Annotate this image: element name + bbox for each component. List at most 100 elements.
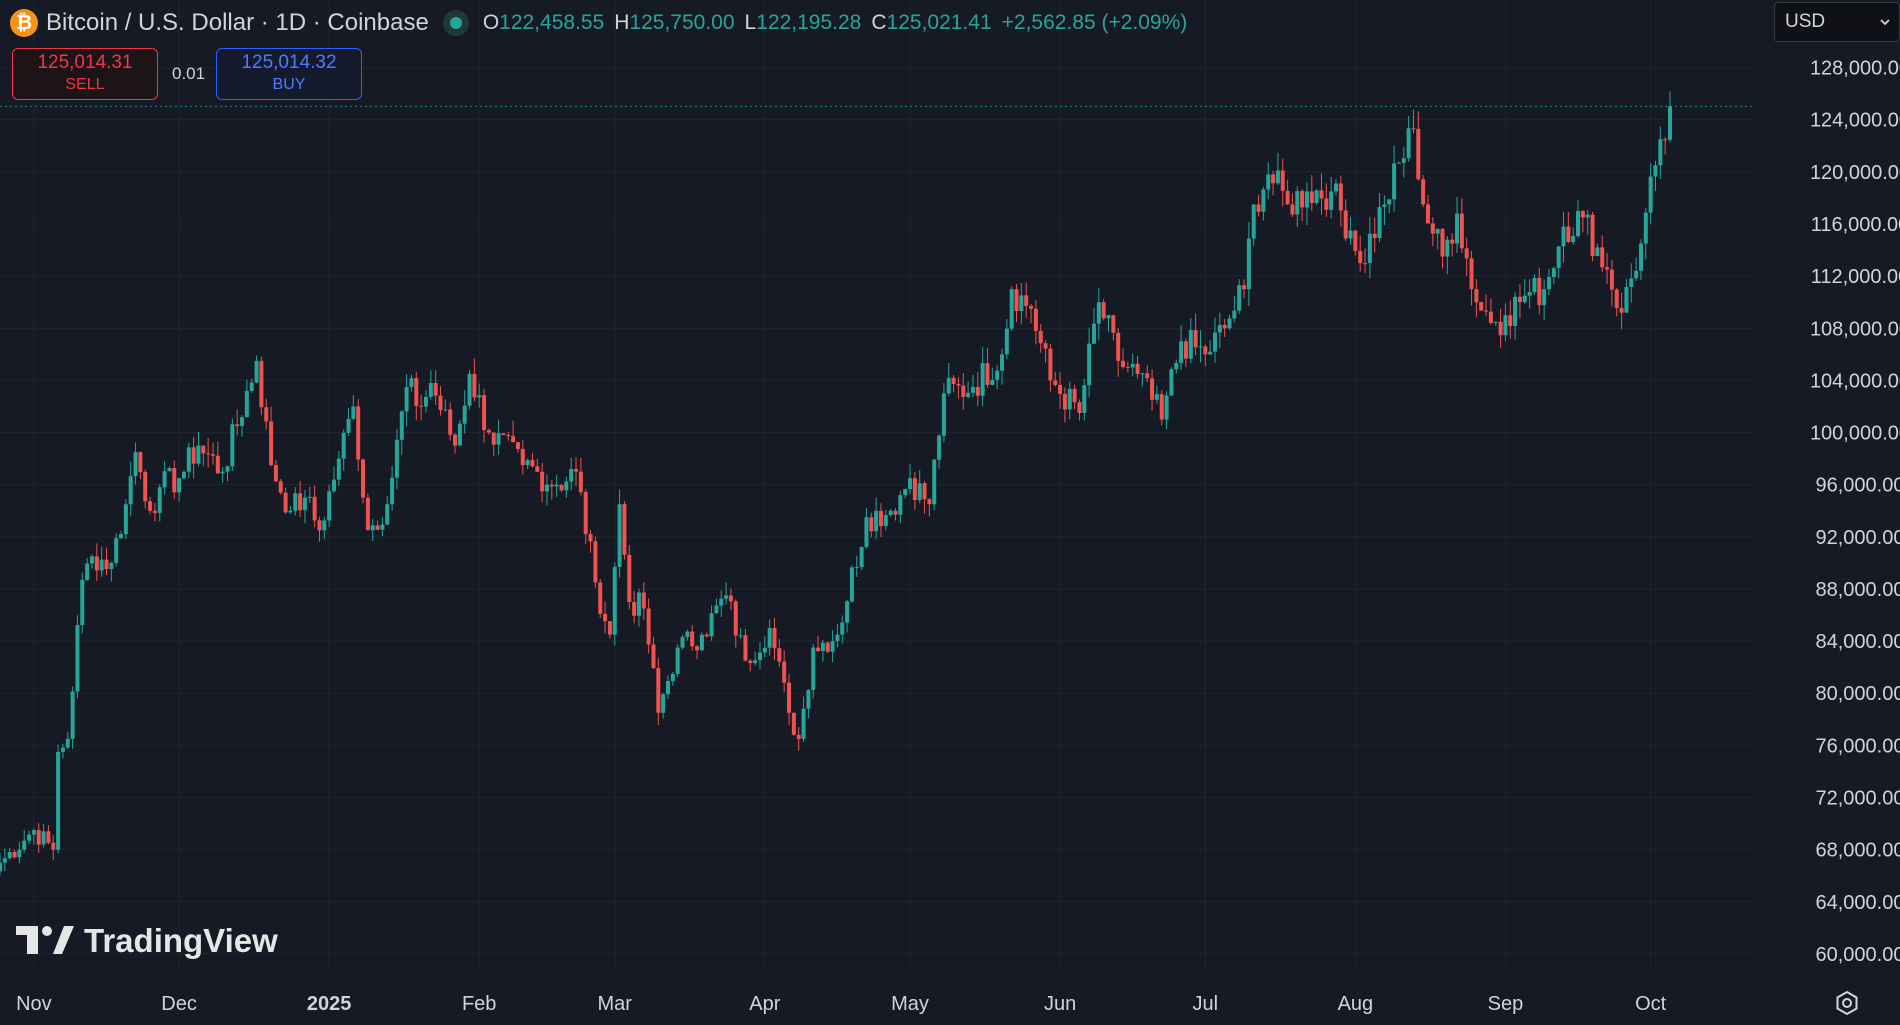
candle xyxy=(1314,189,1319,205)
candle-body xyxy=(419,405,424,407)
candle xyxy=(1067,382,1072,420)
candle-body xyxy=(191,447,196,464)
candle-body xyxy=(1614,289,1619,308)
candle xyxy=(41,823,46,848)
candle xyxy=(980,347,985,407)
candle-body xyxy=(767,628,772,648)
candle xyxy=(1004,319,1009,360)
candle xyxy=(1556,246,1561,279)
candle-body xyxy=(583,492,588,535)
change-value: +2,562.85 (+2.09%) xyxy=(1001,11,1188,34)
candle-body xyxy=(564,481,569,491)
candle xyxy=(1561,211,1566,263)
price-tick-label: 128,000.00 xyxy=(1810,58,1900,80)
candle-body xyxy=(385,504,390,525)
candle-body xyxy=(1004,328,1009,355)
candle-body xyxy=(7,852,12,859)
candle-body xyxy=(423,396,428,407)
candle-body xyxy=(1619,307,1624,313)
time-tick-label: Oct xyxy=(1635,993,1667,1015)
candle xyxy=(1048,343,1053,392)
candle xyxy=(1343,199,1348,241)
candle xyxy=(80,572,85,634)
tradingview-logo-icon xyxy=(16,926,74,954)
candle-body xyxy=(317,520,322,531)
candle xyxy=(1580,209,1585,233)
candle xyxy=(288,505,293,514)
candle xyxy=(1033,300,1038,345)
candle xyxy=(1256,194,1261,217)
candle-body xyxy=(1484,310,1489,312)
candle-body xyxy=(1532,277,1537,293)
candle xyxy=(1629,263,1634,303)
candle-body xyxy=(472,373,477,398)
candle xyxy=(230,418,235,471)
candle xyxy=(743,628,748,662)
price-axis[interactable]: 128,000.00 124,000.00 120,000.00 116,000.00… xyxy=(1810,58,1900,966)
candle-body xyxy=(133,452,138,477)
candle-body xyxy=(806,689,811,709)
candle xyxy=(17,842,22,864)
candle-body xyxy=(883,515,888,527)
candle-body xyxy=(941,393,946,436)
candle xyxy=(1464,237,1469,277)
candle-body xyxy=(1072,388,1077,403)
candle xyxy=(1508,300,1513,339)
candle xyxy=(501,433,506,436)
settings-icon[interactable] xyxy=(1834,990,1860,1016)
candle xyxy=(22,830,27,853)
candle-body xyxy=(1029,306,1034,309)
candle-body xyxy=(1556,246,1561,269)
candle xyxy=(506,432,511,441)
candle-body xyxy=(1121,360,1126,368)
candle-body xyxy=(1048,348,1053,381)
candle xyxy=(1179,325,1184,371)
candle xyxy=(922,481,927,514)
candle xyxy=(1658,126,1663,180)
symbol-title[interactable]: Bitcoin / U.S. Dollar · 1D · Coinbase xyxy=(46,9,429,36)
candle-body xyxy=(414,378,419,406)
candle-body xyxy=(709,613,714,637)
market-status-icon[interactable] xyxy=(442,10,469,36)
candle-body xyxy=(1411,128,1416,130)
candle-body xyxy=(917,483,922,501)
candle-body xyxy=(46,831,51,843)
candle-body xyxy=(356,406,361,460)
currency-select[interactable]: USD xyxy=(1774,2,1900,42)
sell-label: SELL xyxy=(65,76,105,93)
candle xyxy=(767,619,772,656)
candle xyxy=(1595,243,1600,257)
candle-body xyxy=(1290,204,1295,215)
candle-body xyxy=(1150,378,1155,400)
candle xyxy=(1392,145,1397,212)
candle xyxy=(874,497,879,540)
candle xyxy=(7,847,12,860)
candle-body xyxy=(685,631,690,638)
candle-body xyxy=(607,621,612,635)
candle xyxy=(796,727,801,751)
candle xyxy=(1372,217,1377,253)
candle xyxy=(1154,385,1159,404)
candle xyxy=(206,438,211,468)
candle-body xyxy=(975,386,980,396)
candle-body xyxy=(1111,315,1116,333)
candle xyxy=(201,445,206,467)
candle xyxy=(327,484,332,528)
candle xyxy=(1396,161,1401,164)
tradingview-watermark[interactable]: TradingView xyxy=(16,922,278,960)
candle xyxy=(1353,230,1358,256)
candle-body xyxy=(874,510,879,532)
candle xyxy=(1474,279,1479,317)
ohlc-values: O122,458.55 H125,750.00 L122,195.28 C125… xyxy=(483,11,1187,35)
candle-body xyxy=(230,424,235,467)
candle-body xyxy=(1503,315,1508,336)
candle-body xyxy=(738,635,743,637)
candle-body xyxy=(1087,343,1092,386)
candle xyxy=(1062,387,1067,423)
candle-body xyxy=(1077,402,1082,413)
time-axis[interactable]: Nov Dec 2025 Feb Mar Apr May Jun Jul Aug Sep Oct xyxy=(16,993,1667,1015)
sell-button[interactable]: 125,014.31 SELL xyxy=(12,48,158,100)
candle xyxy=(317,516,322,542)
buy-button[interactable]: 125,014.32 BUY xyxy=(216,48,362,100)
